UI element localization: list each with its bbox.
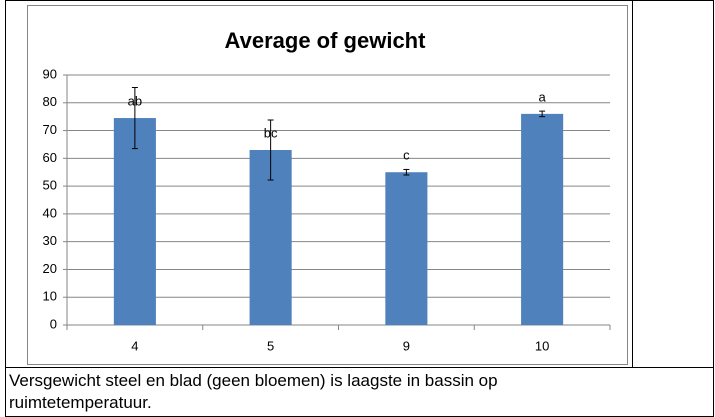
y-tick-label: 20	[43, 261, 57, 276]
error-bar	[267, 119, 274, 181]
y-tick-label: 40	[43, 205, 57, 220]
significance-letter: ab	[128, 93, 142, 108]
error-bar	[131, 87, 138, 150]
y-tick-label: 60	[43, 150, 57, 165]
y-tick-label: 80	[43, 94, 57, 109]
y-tick-label: 0	[50, 316, 57, 331]
y-tick-label: 50	[43, 178, 57, 193]
y-tick-label: 30	[43, 233, 57, 248]
error-bar	[539, 110, 546, 118]
x-tick-label: 9	[403, 338, 410, 353]
bar	[521, 113, 564, 325]
y-tick-label: 10	[43, 289, 57, 304]
y-tick-label: 90	[43, 66, 57, 81]
x-tick-label: 5	[267, 338, 274, 353]
caption: Versgewicht steel en blad (geen bloemen)…	[9, 371, 498, 412]
bar	[385, 172, 428, 325]
y-tick-label: 70	[43, 122, 57, 137]
chart-title: Average of gewicht	[225, 28, 427, 53]
error-bar	[403, 168, 410, 176]
x-tick-label: 10	[535, 338, 549, 353]
bar	[113, 118, 156, 325]
significance-letter: bc	[264, 125, 278, 140]
significance-letter: c	[403, 148, 410, 163]
significance-letter: a	[539, 89, 547, 104]
x-tick-label: 4	[131, 338, 138, 353]
